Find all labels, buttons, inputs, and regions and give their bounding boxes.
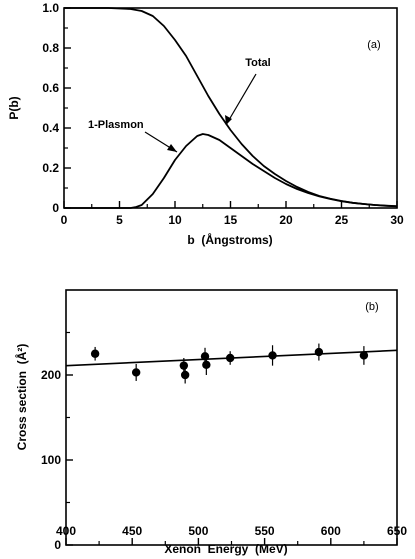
one-plasmon-series-line — [64, 133, 398, 209]
panel-b-xtick-label: 450 — [122, 524, 142, 538]
panel-a-ytick-label: 0.4 — [42, 121, 59, 135]
panel-b-xtick-label: 600 — [321, 524, 341, 538]
panel-a-ytick-label: 1.0 — [42, 1, 59, 15]
data-point — [268, 351, 277, 360]
panel-b-ytick-label: 100 — [41, 453, 61, 467]
one-plasmon-arrowhead — [167, 144, 177, 152]
panel-a: 0 5 10 15 20 25 30 0 0.2 0.4 0.6 0.8 1.0 (a) Total 1… — [7, 1, 404, 247]
data-point — [180, 370, 190, 380]
panel-a-label: (a) — [367, 39, 380, 51]
data-point — [200, 352, 210, 361]
panel-b-ylabel: Cross section (Å²) — [14, 344, 29, 451]
data-point — [202, 360, 211, 369]
data-point — [90, 349, 100, 358]
panel-a-xtick-label: 20 — [279, 213, 293, 227]
panel-b-marks — [65, 343, 398, 384]
data-point — [179, 361, 189, 370]
panel-a-ticks: 0 5 10 15 20 25 30 0 0.2 0.4 0.6 0.8 1.0 — [42, 1, 404, 227]
panel-a-ytick-label: 0.2 — [42, 161, 59, 175]
panel-a-xtick-label: 0 — [61, 213, 68, 227]
panel-b-xtick-label: 550 — [255, 524, 275, 538]
panel-b-xtick-label: 650 — [387, 524, 407, 538]
panel-a-ytick-label: 0.8 — [42, 41, 59, 55]
panel-b-ytick-label: 0 — [54, 538, 61, 552]
panel-b-frame — [65, 289, 398, 546]
one-plasmon-annotation: 1-Plasmon — [88, 119, 144, 131]
panel-a-ylabel: P(b) — [7, 96, 21, 119]
panel-a-xtick-label: 5 — [116, 213, 123, 227]
panel-a-xtick-label: 10 — [168, 213, 182, 227]
total-arrow — [225, 73, 257, 126]
total-annotation: Total — [245, 57, 270, 69]
panel-a-xlabel: b (Ångstroms) — [187, 232, 272, 247]
panel-b-label: (b) — [365, 301, 378, 313]
panel-b-xlabel: Xenon Energy (MeV) — [164, 542, 287, 556]
data-point — [225, 353, 235, 363]
panel-a-xtick-label: 30 — [390, 213, 404, 227]
data-point — [131, 368, 141, 377]
panel-a-ytick-label: 0 — [52, 201, 59, 215]
panel-a-xtick-label: 15 — [224, 213, 238, 227]
panel-b-xtick-label: 500 — [188, 524, 208, 538]
panel-a-lines — [64, 7, 398, 209]
data-point — [314, 347, 324, 357]
panel-a-frame — [63, 7, 398, 209]
data-point — [359, 351, 369, 360]
panel-b-ticks: 400 450 500 550 600 650 0 100 200 — [41, 331, 407, 552]
panel-b: 400 450 500 550 600 650 0 100 200 (b) Cross sect… — [14, 289, 407, 556]
panel-a-xtick-label: 25 — [335, 213, 349, 227]
total-arrowhead — [225, 115, 232, 125]
panel-b-ytick-label: 200 — [41, 368, 61, 382]
total-series-line — [64, 7, 398, 208]
panel-b-xtick-label: 400 — [56, 524, 76, 538]
panel-a-ytick-label: 0.6 — [42, 81, 59, 95]
